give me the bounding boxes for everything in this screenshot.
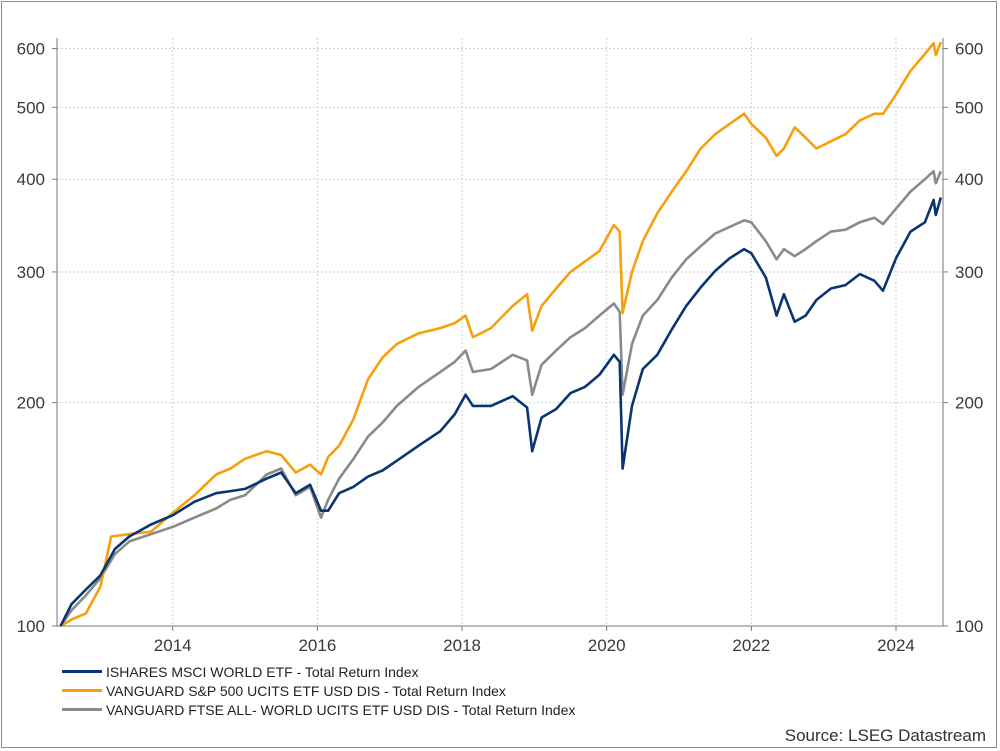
y-tick-label-left: 500	[17, 98, 45, 117]
y-tick-label-left: 100	[17, 617, 45, 636]
x-tick-label: 2024	[877, 636, 915, 655]
legend-label-ftse: VANGUARD FTSE ALL- WORLD UCITS ETF USD D…	[106, 701, 576, 718]
series-line-ftse	[59, 170, 942, 627]
x-tick-label: 2022	[732, 636, 770, 655]
x-tick-label: 2016	[298, 636, 336, 655]
legend-swatch-ishares	[62, 670, 102, 673]
legend-item-ishares: ISHARES MSCI WORLD ETF - Total Return In…	[62, 662, 575, 681]
source-note: Source: LSEG Datastream	[784, 726, 986, 745]
legend-item-sp500: VANGUARD S&P 500 UCITS ETF USD DIS - Tot…	[62, 681, 575, 700]
legend-label-ishares: ISHARES MSCI WORLD ETF - Total Return In…	[106, 663, 419, 680]
y-tick-label-left: 400	[17, 170, 45, 189]
legend-swatch-ftse	[62, 708, 102, 711]
y-tick-label-right: 200	[955, 394, 983, 413]
y-tick-label-left: 200	[17, 394, 45, 413]
axes-layer: 100 100 200 200 300 300 400 400 500 500 600 600 2014…	[17, 38, 983, 655]
y-tick-label-right: 100	[955, 617, 983, 636]
grid-layer	[57, 38, 943, 627]
x-tick-label: 2018	[443, 636, 481, 655]
x-tick-label: 2020	[588, 636, 626, 655]
legend: ISHARES MSCI WORLD ETF - Total Return In…	[62, 662, 575, 719]
y-tick-label-right: 600	[955, 40, 983, 59]
x-tick-label: 2014	[154, 636, 192, 655]
legend-label-sp500: VANGUARD S&P 500 UCITS ETF USD DIS - Tot…	[106, 682, 506, 699]
legend-item-ftse: VANGUARD FTSE ALL- WORLD UCITS ETF USD D…	[62, 700, 575, 719]
y-tick-label-left: 300	[17, 263, 45, 282]
y-tick-label-right: 500	[955, 98, 983, 117]
legend-swatch-sp500	[62, 689, 102, 692]
series-line-sp500	[59, 41, 943, 628]
series-line-ishares	[59, 197, 943, 627]
y-tick-label-left: 600	[17, 40, 45, 59]
y-tick-label-right: 400	[955, 170, 983, 189]
y-tick-label-right: 300	[955, 263, 983, 282]
series-layer	[59, 41, 943, 628]
